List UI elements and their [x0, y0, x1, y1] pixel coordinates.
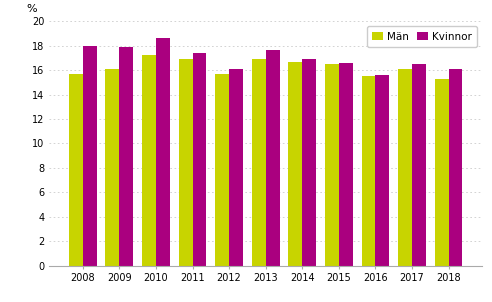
Bar	[434, 79, 449, 266]
Y-axis label: %: %	[27, 4, 37, 14]
Bar	[325, 64, 339, 266]
Bar	[229, 69, 243, 266]
Bar	[156, 38, 170, 266]
Bar	[120, 47, 133, 266]
Bar	[339, 63, 353, 266]
Bar	[362, 76, 375, 266]
Bar	[252, 59, 266, 266]
Bar	[266, 50, 279, 266]
Bar	[375, 75, 389, 266]
Bar	[69, 74, 83, 266]
Bar	[449, 69, 462, 266]
Legend: Män, Kvinnor: Män, Kvinnor	[368, 26, 477, 47]
Bar	[412, 64, 426, 266]
Bar	[398, 69, 412, 266]
Bar	[192, 53, 207, 266]
Bar	[83, 46, 97, 266]
Bar	[179, 59, 192, 266]
Bar	[105, 69, 120, 266]
Bar	[215, 74, 229, 266]
Bar	[302, 59, 316, 266]
Bar	[288, 62, 302, 266]
Bar	[142, 55, 156, 266]
